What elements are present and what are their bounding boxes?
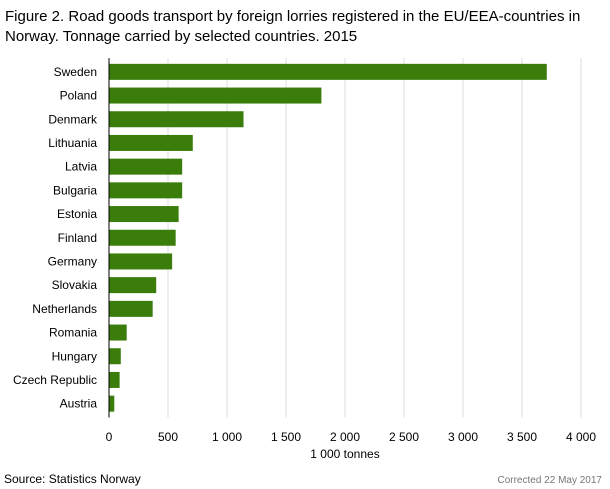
- bar-austria: [109, 395, 115, 412]
- category-labels: Sweden Poland Denmark Lithuania Latvia Bulgar…: [13, 65, 98, 411]
- bar-finland: [109, 229, 176, 246]
- category-label: Bulgaria: [53, 183, 97, 197]
- bars: [109, 63, 547, 412]
- category-label: Finland: [58, 231, 97, 245]
- x-tick-label: 3 500: [507, 430, 537, 444]
- bar-poland: [109, 87, 322, 104]
- category-label: Netherlands: [32, 302, 97, 316]
- bar-germany: [109, 253, 173, 270]
- x-tick-labels: 0 500 1 000 1 500 2 000 2 500 3 000 3 500 4 000: [106, 430, 597, 444]
- source-text: Source: Statistics Norway: [4, 472, 141, 486]
- bar-sweden: [109, 63, 547, 80]
- chart-title: Figure 2. Road goods transport by foreig…: [5, 8, 581, 45]
- x-tick-label: 1 000: [212, 430, 242, 444]
- x-tick-label: 2 500: [389, 430, 419, 444]
- category-label: Slovakia: [52, 278, 98, 292]
- category-label: Germany: [48, 254, 97, 268]
- category-label: Denmark: [48, 112, 98, 126]
- x-tick-label: 3 000: [448, 430, 478, 444]
- bar-lithuania: [109, 134, 193, 151]
- x-tick-label: 500: [158, 430, 178, 444]
- bar-romania: [109, 324, 127, 341]
- category-label: Estonia: [57, 207, 97, 221]
- bar-estonia: [109, 206, 179, 223]
- category-label: Czech Republic: [13, 373, 97, 387]
- bar-czech-republic: [109, 371, 120, 388]
- bar-latvia: [109, 158, 183, 175]
- bar-hungary: [109, 348, 121, 365]
- x-tick-label: 1 500: [271, 430, 301, 444]
- category-label: Latvia: [65, 160, 97, 174]
- category-label: Austria: [60, 397, 98, 411]
- bar-bulgaria: [109, 182, 183, 199]
- category-label: Sweden: [54, 65, 97, 79]
- x-tick-label: 0: [106, 430, 113, 444]
- x-axis-title: 1 000 tonnes: [310, 447, 379, 461]
- correction-note: Corrected 22 May 2017: [497, 475, 602, 486]
- category-label: Romania: [49, 326, 97, 340]
- x-tick-label: 2 000: [330, 430, 360, 444]
- category-label: Lithuania: [48, 136, 97, 150]
- bar-netherlands: [109, 300, 153, 317]
- x-tick-label: 4 000: [566, 430, 596, 444]
- bar-slovakia: [109, 277, 157, 294]
- category-label: Poland: [60, 89, 97, 103]
- category-label: Hungary: [52, 349, 97, 363]
- bar-denmark: [109, 111, 244, 128]
